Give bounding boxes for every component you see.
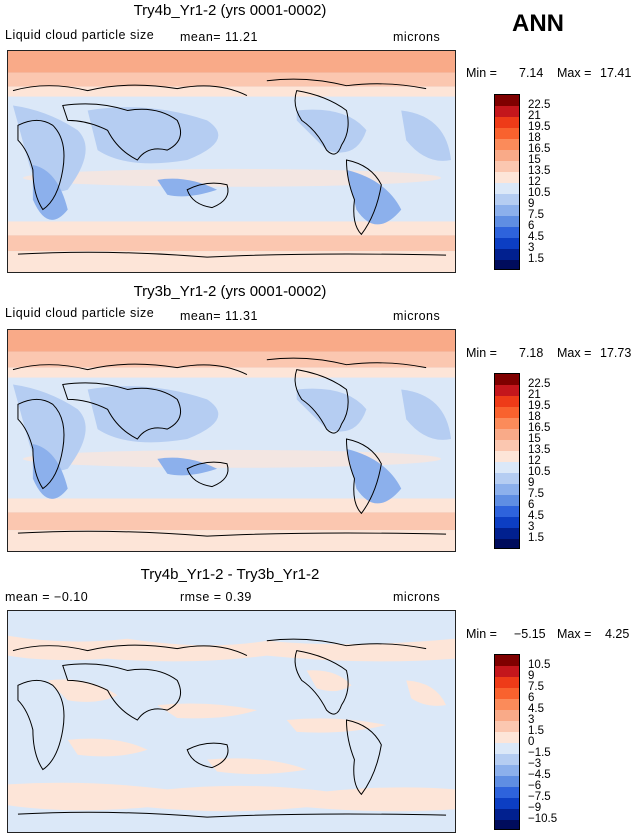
- panel-2-tick-12: 4.5: [528, 510, 544, 522]
- panel-1-tick-9: 9: [528, 198, 535, 210]
- panel-3-tick-0: 10.5: [528, 659, 551, 671]
- panel-1-variable: Liquid cloud particle size: [5, 28, 155, 42]
- panel-1-tick-4: 16.5: [528, 143, 551, 155]
- panel-3-tick-14: −10.5: [528, 813, 558, 825]
- panel-3-max-value: 4.25: [605, 627, 630, 641]
- panel-1-tick-11: 6: [528, 220, 535, 232]
- panel-1-tick-0: 22.5: [528, 99, 551, 111]
- panel-2-max-label: Max =: [557, 346, 592, 360]
- panel-2-map: [7, 329, 456, 552]
- panel-2-swatch-15: [495, 539, 519, 548]
- panel-1-tick-13: 3: [528, 242, 535, 254]
- panel-2-tick-6: 13.5: [528, 444, 551, 456]
- panel-1-tick-10: 7.5: [528, 209, 544, 221]
- panel-1-tick-5: 15: [528, 154, 541, 166]
- panel-3-title: Try4b_Yr1-2 - Try3b_Yr1-2: [140, 566, 320, 583]
- panel-3-tick-2: 7.5: [528, 681, 544, 693]
- panel-2-tick-9: 9: [528, 477, 535, 489]
- panel-1-tick-14: 1.5: [528, 253, 544, 265]
- panel-2-min-label: Min =: [466, 346, 497, 360]
- panel-2-tick-1: 21: [528, 389, 541, 401]
- panel-2-tick-2: 19.5: [528, 400, 551, 412]
- panel-2-mean: mean= 11.31: [180, 309, 258, 323]
- panel-1-max-label: Max =: [557, 66, 592, 80]
- panel-1-units: microns: [393, 30, 441, 44]
- panel-1-tick-12: 4.5: [528, 231, 544, 243]
- panel-1-map: [7, 50, 456, 273]
- season-label: ANN: [512, 10, 564, 37]
- panel-3-tick-4: 4.5: [528, 703, 544, 715]
- panel-1-tick-2: 19.5: [528, 121, 551, 133]
- panel-2-tick-14: 1.5: [528, 532, 544, 544]
- panel-2-variable: Liquid cloud particle size: [5, 306, 155, 320]
- panel-3-tick-3: 6: [528, 692, 535, 704]
- panel-3-tick-8: −1.5: [528, 747, 551, 759]
- panel-3-tick-10: −4.5: [528, 769, 551, 781]
- panel-1-tick-6: 13.5: [528, 165, 551, 177]
- panel-1-colorbar: [494, 94, 520, 270]
- panel-2-tick-13: 3: [528, 521, 535, 533]
- panel-2-units: microns: [393, 309, 441, 323]
- panel-3-tick-1: 9: [528, 670, 535, 682]
- panel-2-tick-11: 6: [528, 499, 535, 511]
- panel-3-tick-7: 0: [528, 736, 535, 748]
- panel-2-colorbar: [494, 373, 520, 549]
- panel-2-tick-8: 10.5: [528, 466, 551, 478]
- panel-3-colorbar: [494, 654, 520, 830]
- panel-2-tick-3: 18: [528, 411, 541, 423]
- panel-3-max-label: Max =: [557, 627, 592, 641]
- panel-3-swatch-15: [495, 820, 519, 829]
- panel-1-tick-3: 18: [528, 132, 541, 144]
- panel-1-mean: mean= 11.21: [180, 30, 258, 44]
- panel-2-tick-10: 7.5: [528, 488, 544, 500]
- panel-2-title: Try3b_Yr1-2 (yrs 0001-0002): [133, 283, 327, 300]
- panel-3-tick-12: −7.5: [528, 791, 551, 803]
- panel-2-min-value: 7.18: [519, 346, 544, 360]
- panel-3-tick-6: 1.5: [528, 725, 544, 737]
- panel-3-rmse: rmse = 0.39: [180, 590, 252, 604]
- panel-2-tick-5: 15: [528, 433, 541, 445]
- panel-1-min-label: Min =: [466, 66, 497, 80]
- panel-1-max-value: 17.41: [600, 66, 632, 80]
- panel-2-tick-4: 16.5: [528, 422, 551, 434]
- panel-1-min-value: 7.14: [519, 66, 544, 80]
- panel-3-tick-11: −6: [528, 780, 542, 792]
- panel-3-map: [7, 610, 456, 833]
- panel-1-tick-8: 10.5: [528, 187, 551, 199]
- panel-1-tick-7: 12: [528, 176, 541, 188]
- panel-3-tick-9: −3: [528, 758, 542, 770]
- panel-3-mean: mean = −0.10: [5, 590, 89, 604]
- panel-1-tick-1: 21: [528, 110, 541, 122]
- panel-2-tick-7: 12: [528, 455, 541, 467]
- panel-3-min-value: −5.15: [514, 627, 546, 641]
- panel-2-max-value: 17.73: [600, 346, 632, 360]
- panel-2-tick-0: 22.5: [528, 378, 551, 390]
- panel-1-swatch-15: [495, 260, 519, 269]
- panel-1-title: Try4b_Yr1-2 (yrs 0001-0002): [133, 2, 327, 19]
- panel-3-tick-5: 3: [528, 714, 535, 726]
- panel-3-units: microns: [393, 590, 441, 604]
- panel-3-tick-13: −9: [528, 802, 542, 814]
- panel-3-min-label: Min =: [466, 627, 497, 641]
